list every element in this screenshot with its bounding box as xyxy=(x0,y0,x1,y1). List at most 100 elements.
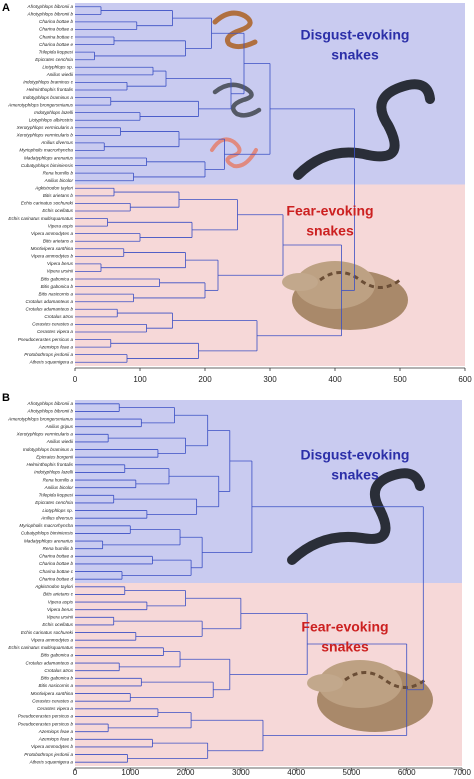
leaf-label: Echis carinatus multisquamatus xyxy=(8,645,73,650)
leaf-label: Rena humilis a xyxy=(43,477,74,482)
snake-illustrations xyxy=(287,468,433,732)
leaf-label: Montivipera xanthina xyxy=(31,691,74,696)
leaf-label: Afrotyphlops bibronii b xyxy=(27,12,74,17)
leaf-label: Anilius bicolor xyxy=(44,485,74,490)
leaf-label: Afrotyphlops bibronii b xyxy=(27,409,74,414)
cluster-annotation: snakes xyxy=(306,223,354,239)
leaf-label: Anilius wiedii xyxy=(46,72,74,77)
leaf-label: Epicrates cenchria xyxy=(35,57,73,62)
leaf-label: Xerotyphlops vermicularis a xyxy=(16,125,74,130)
cluster-annotation: Fear-evoking xyxy=(286,203,373,219)
leaf-label: Charina bottae d xyxy=(39,576,73,581)
x-tick-label: 400 xyxy=(328,375,342,384)
x-tick-label: 600 xyxy=(458,375,472,384)
leaf-label: Bitis arietans b xyxy=(43,193,74,198)
x-tick-label: 0 xyxy=(73,375,78,384)
leaf-label: Cerastes cerastes a xyxy=(32,698,73,703)
leaf-label: Cerastes cerastes a xyxy=(32,322,73,327)
leaf-label: Rena humilis b xyxy=(43,170,74,175)
leaf-label: Rena humilis b xyxy=(43,546,74,551)
leaf-label: Crotalus adamanteus a xyxy=(26,299,74,304)
leaf-label: Bitis arietans a xyxy=(43,238,74,243)
leaf-label: Montivipera xanthina xyxy=(31,246,74,251)
leaf-label: Epicrates borgenii xyxy=(36,454,74,459)
leaf-label: Vipera berus xyxy=(47,607,74,612)
leaf-label: Indotyphlops lazelli xyxy=(34,470,74,475)
leaf-label: Bitis gabonica b xyxy=(41,284,74,289)
x-tick-label: 0 xyxy=(73,768,78,777)
leaf-label: Xerotyphlops vermicularis a xyxy=(16,432,74,437)
leaf-label: Epicrates cenchria xyxy=(35,500,73,505)
leaf-label: Vipera aspis xyxy=(48,223,74,228)
leaf-label: Cerastes vipera a xyxy=(37,706,73,711)
x-tick-label: 500 xyxy=(393,375,407,384)
x-tick-label: 100 xyxy=(133,375,147,384)
leaf-label: Vipera ammodytes b xyxy=(31,744,73,749)
snake-illustrations xyxy=(210,10,435,330)
leaf-label: Madatyphlops arenarius xyxy=(24,538,74,543)
x-tick-label: 6000 xyxy=(398,768,416,777)
leaf-label: Liotyphlops albirostris xyxy=(29,117,74,122)
leaf-label: Echis carinatus sochureki xyxy=(21,630,74,635)
x-tick-label: 2000 xyxy=(177,768,195,777)
leaf-label: Bitis nasicornis a xyxy=(39,683,74,688)
leaf-label: Helminthophis frontalis xyxy=(27,462,74,467)
leaf-label: Afrotyphlops bibronii a xyxy=(27,401,74,406)
cluster-annotation: snakes xyxy=(321,639,369,655)
leaf-label: Echis ocellatus xyxy=(42,622,73,627)
leaf-label: Protobothrops jerdonii a xyxy=(24,752,73,757)
leaf-label: Anilius diversus xyxy=(40,515,74,520)
cluster-annotation: snakes xyxy=(331,467,379,483)
leaf-label: Charina bottae a xyxy=(39,554,73,559)
leaf-label: Azemiops feae a xyxy=(38,344,74,349)
leaf-label: Cubatyphlops biminiensis xyxy=(21,531,74,536)
leaf-label: Myriopholis macrorhyncha xyxy=(19,148,73,153)
leaf-label: Pseudocerastes persicus a xyxy=(18,337,74,342)
leaf-label: Trilepida koppesi xyxy=(39,493,74,498)
leaf-label: Pseudocerastes persicus a xyxy=(18,714,74,719)
leaf-label: Charina bottae c xyxy=(39,569,73,574)
leaf-label: Indotyphlops braminus a xyxy=(23,447,73,452)
leaf-label: Afrotyphlops bibronii a xyxy=(27,4,74,9)
leaf-label: Protobothrops jerdonii a xyxy=(24,352,73,357)
leaf-label: Echis carinatus multisquamatus xyxy=(8,216,73,221)
x-tick-label: 4000 xyxy=(287,768,305,777)
leaf-label: Anilius bicolor xyxy=(44,178,74,183)
leaf-label: Indotyphlops braminus a xyxy=(23,95,73,100)
x-tick-label: 3000 xyxy=(232,768,250,777)
leaf-label: Madatyphlops arenarius xyxy=(24,155,74,160)
leaf-label: Azemiops feae a xyxy=(38,729,74,734)
leaf-label: Crotalus atrox xyxy=(44,314,73,319)
x-tick-label: 1000 xyxy=(121,768,139,777)
leaf-label: Atheris squamigera a xyxy=(29,759,74,764)
leaf-label: Vipera ammodytes b xyxy=(31,254,73,259)
leaf-label: Atheris squamigera a xyxy=(29,359,74,364)
leaf-label: Amerotyphlops brongersmianus xyxy=(7,416,74,421)
leaf-label: Echis ocellatus xyxy=(42,208,73,213)
leaf-label: Bitis gabonica a xyxy=(41,653,74,658)
leaf-label: Agkistrodon taylori xyxy=(34,186,74,191)
leaf-label: Trilepida koppesi xyxy=(39,49,74,54)
leaf-label: Echis carinatus sochureki xyxy=(21,201,74,206)
leaf-label: Liotyphlops sp. xyxy=(42,508,73,513)
leaf-label: Charina bottae a xyxy=(39,27,73,32)
leaf-label: Helminthophis frontalis xyxy=(27,87,74,92)
cluster-annotation: Disgust-evoking xyxy=(301,27,410,43)
leaf-label: Myriopholis macrorhyncha xyxy=(19,523,73,528)
cluster-annotation: snakes xyxy=(331,47,379,63)
leaf-label: Anilius wiedii xyxy=(46,439,74,444)
cluster-annotation: Disgust-evoking xyxy=(301,447,410,463)
leaf-label: Indotyphlops lazelli xyxy=(34,110,74,115)
leaf-label: Cubatyphlops biminiensis xyxy=(21,163,74,168)
leaf-label: Anilius diversus xyxy=(40,140,74,145)
panel-label: A xyxy=(2,2,10,14)
leaf-label: Pseudocerastes persicus b xyxy=(18,721,74,726)
leaf-label: Bitis arietans c xyxy=(43,592,74,597)
leaf-label: Indotyphlops braminus c xyxy=(23,80,73,85)
x-tick-label: 7000 xyxy=(453,768,471,777)
leaf-label: Charina bottae b xyxy=(39,19,73,24)
leaf-label: Azemiops feae b xyxy=(38,737,74,742)
leaf-label: Bitis nasicornis a xyxy=(39,291,74,296)
x-tick-label: 200 xyxy=(198,375,212,384)
